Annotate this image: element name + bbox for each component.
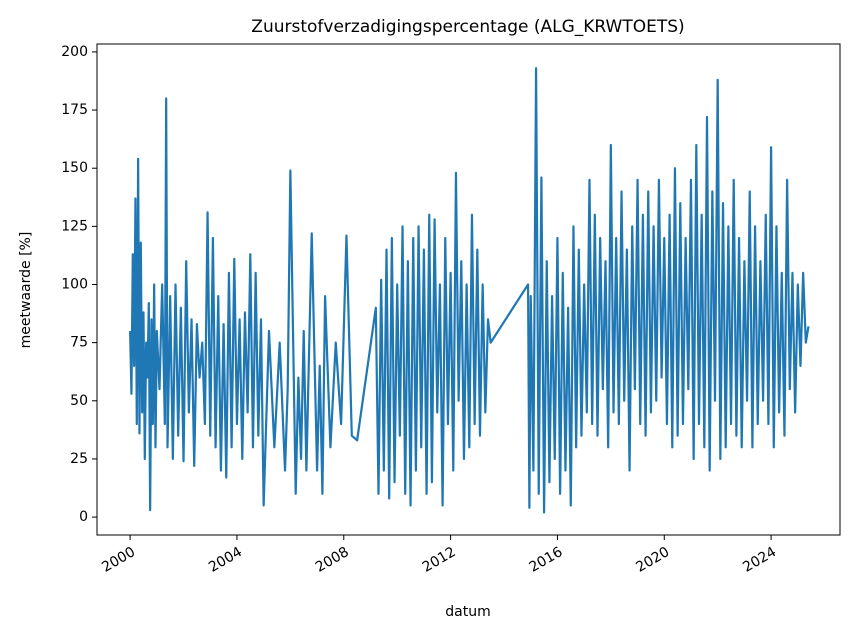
x-tick-label: 2004 [206, 544, 245, 576]
y-tick-label: 125 [61, 218, 88, 234]
x-tick-label: 2016 [527, 544, 566, 576]
y-tick-label: 175 [61, 102, 88, 118]
chart-title: Zuurstofverzadigingspercentage (ALG_KRWT… [251, 17, 684, 37]
y-tick-label: 100 [61, 276, 88, 292]
x-axis-label: datum [445, 604, 490, 620]
y-axis-label: meetwaarde [%] [18, 232, 34, 349]
x-tick-label: 2024 [740, 544, 779, 576]
axes-frame [96, 43, 841, 536]
y-tick-label: 0 [79, 509, 88, 525]
y-tick-label: 75 [70, 335, 88, 351]
x-tick-label: 2008 [313, 544, 352, 576]
x-tick-label: 2000 [99, 544, 138, 576]
y-tick-label: 200 [61, 44, 88, 60]
y-tick-label: 25 [70, 451, 88, 467]
y-tick-label: 150 [61, 160, 88, 176]
x-tick-label: 2012 [420, 544, 459, 576]
x-tick-label: 2020 [633, 544, 672, 576]
y-tick-label: 50 [70, 393, 88, 409]
data-line [129, 67, 810, 514]
plot-area [129, 67, 810, 514]
